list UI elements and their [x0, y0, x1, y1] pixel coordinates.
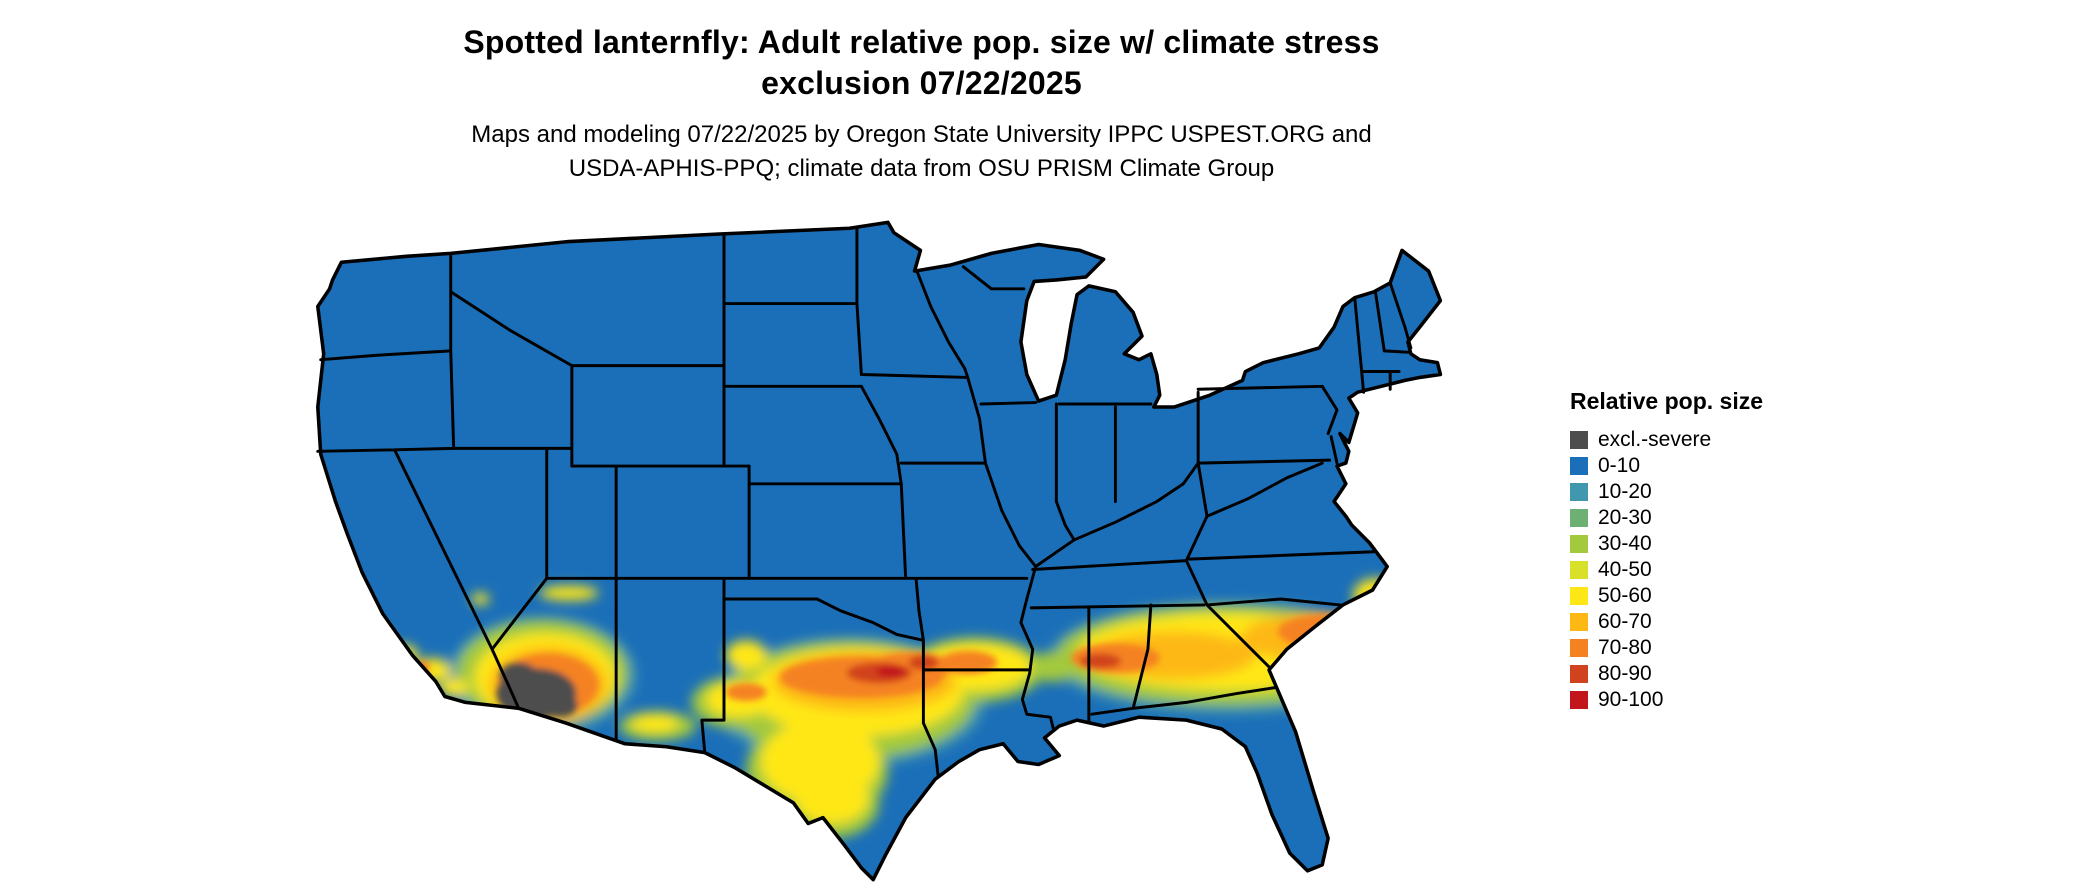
legend-item-label: 80-90: [1598, 662, 1652, 685]
legend-item-label: 90-100: [1598, 688, 1664, 711]
legend-item-label: 40-50: [1598, 558, 1652, 581]
legend: Relative pop. size excl.-severe 0-10 10-20…: [1570, 388, 1763, 713]
legend-swatch: [1570, 431, 1588, 449]
legend-swatch: [1570, 587, 1588, 605]
state-borders-west: [316, 251, 751, 755]
legend-item: excl.-severe: [1570, 427, 1763, 453]
legend-item: 10-20: [1570, 479, 1763, 505]
legend-item: 20-30: [1570, 505, 1763, 531]
state-borders: [316, 226, 1413, 778]
legend-item-label: excl.-severe: [1598, 428, 1712, 451]
map-subtitle: Maps and modeling 07/22/2025 by Oregon S…: [0, 118, 1843, 186]
legend-item-label: 20-30: [1598, 506, 1652, 529]
legend-swatch: [1570, 457, 1588, 475]
legend-item-label: 0-10: [1598, 454, 1641, 477]
legend-swatch: [1570, 665, 1588, 683]
legend-item: 30-40: [1570, 531, 1763, 557]
legend-swatch: [1570, 535, 1588, 553]
legend-swatch: [1570, 561, 1588, 579]
header: Spotted lanternfly: Adult relative pop. …: [0, 22, 1843, 186]
state-borders-plains: [545, 226, 1032, 778]
us-map: [300, 212, 1470, 890]
legend-item: 70-80: [1570, 635, 1763, 661]
legend-swatch: [1570, 509, 1588, 527]
map-subtitle-line1: Maps and modeling 07/22/2025 by Oregon S…: [471, 121, 1372, 148]
legend-item-label: 60-70: [1598, 610, 1652, 633]
map-title-line2: exclusion 07/22/2025: [761, 65, 1082, 101]
legend-item-label: 10-20: [1598, 480, 1652, 503]
us-outline-stroke: [316, 220, 1443, 882]
map-title-line1: Spotted lanternfly: Adult relative pop. …: [463, 24, 1380, 60]
legend-item: 50-60: [1570, 583, 1763, 609]
map-subtitle-line2: USDA-APHIS-PPQ; climate data from OSU PR…: [568, 155, 1275, 182]
legend-item-label: 50-60: [1598, 584, 1652, 607]
legend-item-label: 70-80: [1598, 636, 1652, 659]
state-borders-newengland: [1353, 281, 1413, 394]
legend-items: excl.-severe 0-10 10-20 20-30 30-40 40-50 50-6…: [1570, 427, 1763, 713]
legend-swatch: [1570, 639, 1588, 657]
us-map-svg: [316, 220, 1443, 882]
legend-swatch: [1570, 613, 1588, 631]
legend-title: Relative pop. size: [1570, 388, 1764, 414]
state-borders-rivers: [916, 271, 1200, 731]
legend-item: 80-90: [1570, 661, 1763, 687]
legend-item: 90-100: [1570, 687, 1763, 713]
legend-swatch: [1570, 483, 1588, 501]
legend-item-label: 30-40: [1598, 532, 1652, 555]
legend-swatch: [1570, 691, 1588, 709]
state-borders-east: [899, 265, 1376, 724]
legend-item: 0-10: [1570, 453, 1763, 479]
map-title: Spotted lanternfly: Adult relative pop. …: [0, 22, 1843, 104]
legend-item: 40-50: [1570, 557, 1763, 583]
legend-item: 60-70: [1570, 609, 1763, 635]
